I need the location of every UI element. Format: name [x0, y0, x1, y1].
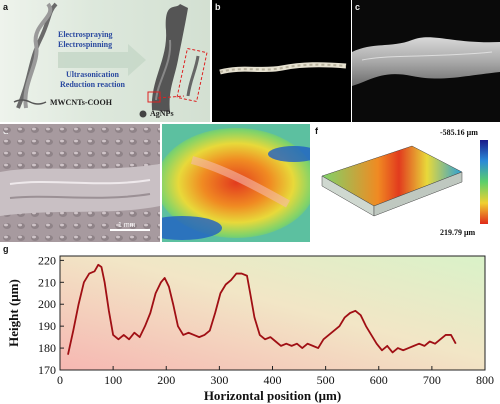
mwcnt-legend-mark — [13, 99, 47, 105]
panel-f-3d-surface: f -585.16 μm 219.79 μm — [312, 124, 500, 242]
panel-b-label: b — [215, 2, 221, 12]
process-ultrasonication: Ultrasonication — [66, 70, 119, 79]
x-tick-label: 400 — [264, 373, 282, 387]
x-tick-label: 100 — [104, 373, 122, 387]
x-tick-label: 600 — [370, 373, 388, 387]
process-electrospraying: Electrospraying — [58, 30, 113, 39]
process-electrospinning: Electrospinning — [58, 40, 113, 49]
x-axis-label: Horizontal position (μm) — [204, 388, 341, 403]
colorbar-min-label: 219.79 μm — [440, 228, 476, 237]
panel-g-label: g — [3, 244, 9, 254]
colorbar — [480, 140, 488, 224]
sem-yarn — [352, 37, 500, 86]
height-map — [162, 124, 310, 242]
y-tick-label: 190 — [38, 319, 56, 333]
panel-d-sem-surface: d 1 mm — [0, 124, 160, 242]
colorbar-max-label: -585.16 μm — [440, 128, 478, 137]
coated-yarn — [151, 4, 188, 112]
panel-g-profile-chart: g 170 180 190 200 210 220 0 100 200 300 400 500 600… — [0, 244, 500, 404]
panel-f-label: f — [315, 126, 318, 136]
mwcnt-strand-2 — [23, 2, 53, 109]
x-tick-label: 0 — [57, 373, 63, 387]
height-profile-chart: 170 180 190 200 210 220 0 100 200 300 400 500 600 70… — [6, 253, 494, 403]
panel-a-schematic: a Electrospraying Electrospinning Ultras… — [0, 0, 210, 122]
panel-c-sem-image: c — [352, 0, 500, 122]
yarn-photo — [219, 62, 347, 75]
y-ticks: 170 180 190 200 210 220 — [38, 253, 64, 377]
scale-bar-label: 1 mm — [118, 222, 136, 229]
y-tick-label: 200 — [38, 297, 56, 311]
schematic-illustration — [13, 2, 208, 118]
x-ticks: 0 100 200 300 400 500 600 700 800 — [57, 366, 494, 387]
panel-b-photo: b — [212, 0, 351, 122]
x-tick-label: 300 — [210, 373, 228, 387]
surface-3d — [321, 140, 488, 224]
panel-c-label: c — [355, 2, 361, 12]
agnps-legend-mark — [139, 110, 147, 118]
plot-area — [59, 255, 486, 371]
height-profile-line — [67, 263, 457, 355]
process-arrow — [58, 44, 146, 76]
x-tick-label: 700 — [423, 373, 441, 387]
panel-a-label: a — [3, 2, 9, 12]
x-tick-label: 800 — [476, 373, 494, 387]
sem-surface — [0, 124, 160, 242]
process-reduction: Reduction reaction — [60, 80, 125, 89]
inset-box — [176, 47, 208, 103]
legend-agnps-label: AgNPs — [150, 109, 174, 118]
y-axis-label: Height (μm) — [6, 279, 21, 347]
y-tick-label: 180 — [38, 341, 56, 355]
y-tick-label: 220 — [38, 253, 56, 267]
legend-mwcnt-label: MWCNTs-COOH — [50, 98, 112, 107]
x-tick-label: 200 — [157, 373, 175, 387]
y-tick-label: 210 — [38, 275, 56, 289]
y-tick-label: 170 — [38, 363, 56, 377]
x-tick-label: 500 — [317, 373, 335, 387]
panel-e-height-map: e — [162, 124, 310, 242]
